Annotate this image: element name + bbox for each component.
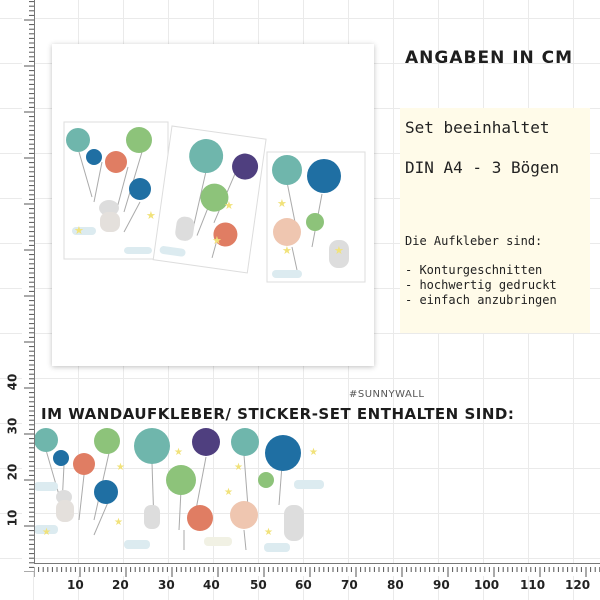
- svg-text:★: ★: [309, 447, 318, 458]
- svg-text:★: ★: [116, 462, 125, 473]
- brand-logo: #SUNNYWALL: [349, 389, 425, 400]
- product-preview-card: ★ ★ ★ ★ ★ ★ ★ #SUNNYWALL: [52, 44, 424, 400]
- svg-text:★: ★: [146, 209, 156, 222]
- y-axis-label: 30: [5, 417, 20, 435]
- x-axis-label: 30: [158, 578, 175, 592]
- din-sheets-text: DIN A4 - 3 Bögen: [405, 158, 560, 177]
- x-axis-label: 10: [67, 578, 84, 592]
- y-axis-label: 10: [5, 509, 20, 527]
- y-axis-label: 20: [5, 463, 20, 481]
- page-title: ANGABEN IN CM: [405, 48, 574, 68]
- feature-item: - hochwertig gedruckt: [405, 278, 557, 292]
- set-contents-heading: IM WANDAUFKLEBER/ STICKER-SET ENTHALTEN …: [41, 405, 515, 423]
- x-axis-label: 70: [341, 578, 358, 592]
- sheet-1: [63, 121, 169, 260]
- x-axis-label: 20: [112, 578, 129, 592]
- svg-text:★: ★: [282, 244, 292, 257]
- x-axis-label: 120: [565, 578, 591, 592]
- vertical-ruler-ticks: [24, 1, 34, 573]
- svg-text:★: ★: [114, 517, 123, 528]
- x-axis-label: 40: [203, 578, 220, 592]
- info-panel: [400, 108, 590, 333]
- svg-text:★: ★: [74, 224, 84, 237]
- svg-text:★: ★: [224, 199, 234, 212]
- svg-text:★: ★: [234, 462, 243, 473]
- horizontal-ruler: [33, 563, 600, 577]
- sheet-2: [152, 125, 267, 274]
- svg-text:★: ★: [42, 527, 51, 538]
- y-axis-label: 40: [5, 373, 20, 391]
- set-contents-text: Set beeinhaltet: [405, 118, 550, 137]
- x-axis-label: 50: [250, 578, 267, 592]
- features-heading: Die Aufkleber sind:: [405, 234, 543, 248]
- vertical-ruler: [22, 0, 35, 573]
- horizontal-ruler-ticks: [33, 567, 600, 577]
- svg-text:★: ★: [277, 197, 287, 210]
- features-list: - Konturgeschnitten - hochwertig gedruck…: [405, 263, 557, 308]
- svg-text:★: ★: [224, 487, 233, 498]
- feature-item: - einfach anzubringen: [405, 293, 557, 307]
- x-axis-label: 110: [520, 578, 546, 592]
- wall-sticker-set-illustration: ★ ★ ★ ★ ★ ★ ★ ★: [34, 428, 324, 552]
- x-axis-label: 60: [295, 578, 312, 592]
- svg-text:★: ★: [264, 527, 273, 538]
- svg-text:★: ★: [334, 244, 344, 257]
- sheet-3: [266, 151, 366, 283]
- x-axis-label: 100: [474, 578, 500, 592]
- x-axis-label: 80: [387, 578, 404, 592]
- svg-text:★: ★: [212, 234, 222, 247]
- svg-text:★: ★: [174, 447, 183, 458]
- x-axis-label: 90: [433, 578, 450, 592]
- sticker-sheets-illustration: ★ ★ ★ ★ ★ ★ ★: [63, 121, 366, 283]
- feature-item: - Konturgeschnitten: [405, 263, 543, 277]
